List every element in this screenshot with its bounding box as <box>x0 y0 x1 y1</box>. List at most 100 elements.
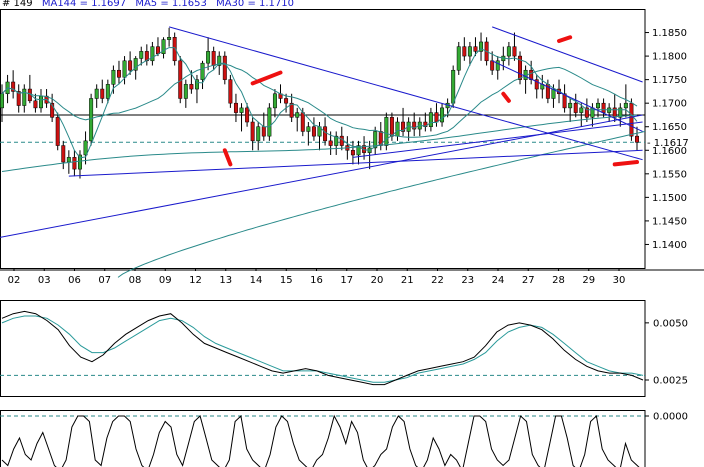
price-tick-label: 1.1600 <box>652 146 687 157</box>
x-tick-label: 02 <box>8 275 21 286</box>
down-candle <box>339 135 344 146</box>
x-tick-label: 17 <box>340 275 353 286</box>
up-candle <box>295 112 300 118</box>
down-candle <box>490 60 495 71</box>
down-candle <box>11 81 16 92</box>
down-candle <box>233 102 238 113</box>
second-oscillator-frame <box>0 410 646 467</box>
down-candle <box>172 37 177 62</box>
up-candle <box>94 88 99 99</box>
x-tick-label: 13 <box>219 275 232 286</box>
x-tick-label: 07 <box>98 275 111 286</box>
x-tick-label: 22 <box>431 275 444 286</box>
down-candle <box>250 121 255 142</box>
down-candle <box>228 79 233 104</box>
upper-channel-line <box>492 26 643 83</box>
down-candle <box>155 46 160 54</box>
down-candle <box>311 126 316 137</box>
up-candle <box>39 95 43 109</box>
x-tick-label: 24 <box>492 275 505 286</box>
down-candle <box>33 100 38 109</box>
up-candle <box>373 131 378 149</box>
up-candle <box>78 154 82 170</box>
chart-header: # 149 MA144 = 1.1697 MA5 = 1.1653 MA30 =… <box>2 0 300 9</box>
rising-trendline <box>352 121 643 158</box>
down-candle <box>350 150 355 156</box>
down-candle <box>328 140 333 146</box>
down-candle <box>584 107 589 118</box>
down-candle <box>284 98 289 104</box>
price-panel: 1.1850 1.1800 1.1750 1.1700 1.1650 1.1600 1.15… <box>0 9 704 286</box>
x-tick-label: 12 <box>189 275 202 286</box>
x-tick-label: 16 <box>310 275 323 286</box>
up-candle <box>596 102 600 109</box>
down-candle <box>601 102 606 113</box>
x-tick-label: 23 <box>461 275 474 286</box>
current-price-label: - 1.1617 <box>647 138 689 149</box>
ma5-line <box>1 47 638 159</box>
up-candle <box>479 41 484 52</box>
price-tick-label: 1.1700 <box>652 99 687 110</box>
up-candle <box>83 140 88 156</box>
price-tick-label: 1.1750 <box>652 75 687 86</box>
up-candle <box>451 69 456 104</box>
x-tick-label: 27 <box>522 275 535 286</box>
x-tick-label: 08 <box>129 275 142 286</box>
down-candle <box>245 107 250 123</box>
up-candle <box>428 112 433 127</box>
ma5-label: MA5 = 1.1653 <box>135 0 207 9</box>
resistance-trendline <box>168 26 643 161</box>
ma144-line <box>1 114 638 172</box>
up-candle <box>267 107 272 137</box>
x-tick-label: 15 <box>280 275 293 286</box>
down-candle <box>401 121 406 132</box>
annotation-arrow <box>222 148 233 167</box>
up-candle <box>217 55 222 66</box>
up-candle <box>456 46 461 71</box>
annotation-arrow <box>250 70 283 86</box>
up-candle <box>256 126 261 142</box>
up-candle <box>105 84 110 99</box>
x-tick-label: 28 <box>552 275 565 286</box>
up-candle <box>384 117 389 146</box>
down-candle <box>635 135 639 143</box>
x-tick-label: 30 <box>613 275 626 286</box>
up-candle <box>150 46 155 62</box>
osc2-tick-label: 0.0000 <box>653 412 688 423</box>
up-candle <box>161 39 166 54</box>
down-candle <box>300 112 305 132</box>
up-candle <box>568 102 573 109</box>
price-tick-label: 1.1500 <box>652 193 687 204</box>
ma30-label: MA30 = 1.1710 <box>216 0 294 9</box>
up-candle <box>618 107 623 118</box>
oscillator-frame <box>0 300 646 397</box>
up-candle <box>206 51 211 64</box>
down-candle <box>434 112 439 123</box>
up-candle <box>623 102 628 109</box>
down-candle <box>222 55 227 80</box>
up-candle <box>194 79 199 90</box>
down-candle <box>573 102 578 113</box>
osc2-line <box>1 414 640 467</box>
lower-channel-line <box>491 60 643 132</box>
down-candle <box>116 69 121 78</box>
down-candle <box>534 79 539 90</box>
bar-count-label: # 149 <box>2 0 33 9</box>
x-tick-label: 20 <box>371 275 384 286</box>
down-candle <box>189 84 194 90</box>
up-candle <box>395 121 400 137</box>
x-tick-label: 03 <box>38 275 51 286</box>
down-candle <box>211 51 216 66</box>
up-candle <box>467 46 472 57</box>
price-tick-label: 1.1850 <box>652 28 687 39</box>
price-frame <box>0 9 646 269</box>
up-candle <box>89 98 94 142</box>
down-candle <box>16 91 21 106</box>
up-candle <box>200 62 205 80</box>
price-tick-label: 1.1650 <box>652 122 687 133</box>
down-candle <box>512 46 517 57</box>
down-candle <box>289 102 294 118</box>
up-candle <box>133 58 138 71</box>
up-candle <box>495 60 500 71</box>
x-tick-label: 06 <box>68 275 81 286</box>
